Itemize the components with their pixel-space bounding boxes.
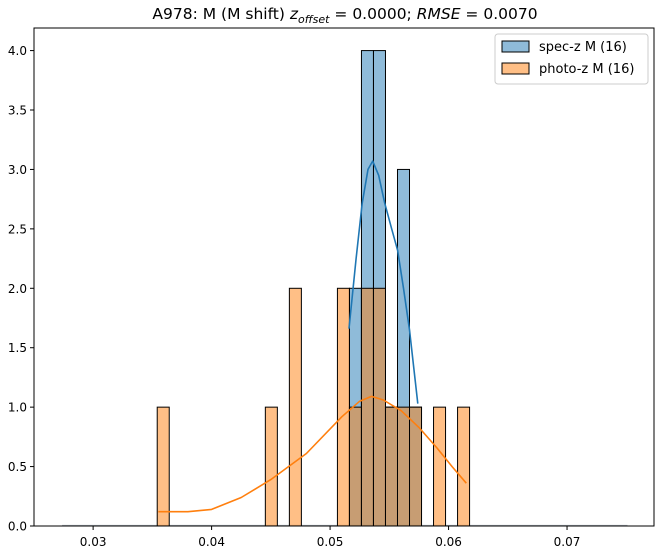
kde-curve-spec-z — [348, 160, 419, 404]
title-rmse-symbol: RMSE — [417, 5, 461, 23]
y-tick-label: 1.0 — [8, 401, 27, 415]
title-z-symbol: z — [289, 5, 299, 23]
y-tick-label: 3.5 — [8, 104, 27, 118]
x-tick-label: 0.07 — [554, 535, 581, 549]
histogram-bar-photo-z — [372, 287, 386, 527]
histogram-bar-photo-z — [288, 287, 302, 527]
histogram-bar-photo-z — [264, 406, 278, 527]
title-z-subscript: offset — [298, 13, 330, 26]
legend-label-spec-z: spec-z M (16) — [539, 40, 627, 55]
x-tick-label: 0.04 — [198, 535, 225, 549]
kde-curve-photo-z — [158, 395, 467, 513]
legend-label-photo-z: photo-z M (16) — [539, 62, 634, 77]
axes: 0.03 0.04 0.05 0.06 0.07 0.0 0.5 1.0 1.5 2.0 2.5 3.… — [8, 27, 655, 549]
axes-frame — [33, 27, 655, 527]
y-tick-label: 0.0 — [8, 520, 27, 534]
histogram-bar-photo-z — [156, 406, 170, 527]
title-prefix: A978: M (M shift) — [152, 5, 289, 23]
title-rmse-value: = 0.0070 — [461, 5, 538, 23]
legend-swatch-spec-z — [501, 40, 530, 53]
histogram-bar-photo-z — [360, 287, 374, 527]
y-tick-label: 3.0 — [8, 163, 27, 177]
histogram-bar-photo-z — [384, 406, 398, 527]
plot-area — [62, 50, 628, 527]
histogram-bar-photo-z — [433, 406, 447, 527]
histogram-bar-photo-z — [336, 287, 350, 527]
x-tick-label: 0.05 — [317, 535, 344, 549]
legend-frame — [494, 33, 649, 85]
chart-title: A978: M (M shift) zoffset = 0.0000; RMSE… — [152, 5, 537, 26]
y-tick-label: 2.0 — [8, 282, 27, 296]
y-tick-label: 4.0 — [8, 44, 27, 58]
y-tick-label: 0.5 — [8, 460, 27, 474]
y-tick-label: 1.5 — [8, 341, 27, 355]
histogram-bar-photo-z — [457, 406, 471, 527]
histogram-bar-photo-z — [348, 406, 362, 527]
x-tick-label: 0.03 — [80, 535, 107, 549]
y-tick-label: 2.5 — [8, 222, 27, 236]
legend: spec-z M (16) photo-z M (16) — [494, 33, 649, 85]
histogram-bar-photo-z — [396, 406, 411, 527]
legend-swatch-photo-z — [501, 62, 530, 75]
title-z-value: = 0.0000; — [329, 5, 416, 23]
x-tick-label: 0.06 — [435, 535, 462, 549]
